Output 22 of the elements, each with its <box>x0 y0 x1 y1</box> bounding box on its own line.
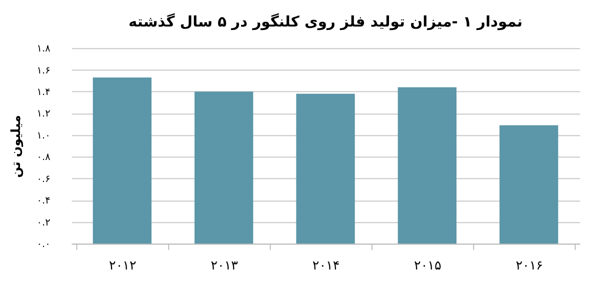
bar <box>194 92 254 244</box>
x-tick-label: ۲۰۱۲ <box>109 258 136 273</box>
y-tick-label: ۱.۰ <box>36 130 50 142</box>
x-tick-label: ۲۰۱۵ <box>414 258 442 273</box>
y-tick-label: ۰.۰ <box>36 239 50 250</box>
chart-title: نمودار ۱ -میزان تولید فلز روی کلنگور در ۵ سال گذشته <box>128 12 523 31</box>
y-tick-label: ۱.۲ <box>36 108 50 120</box>
bar <box>296 94 355 244</box>
y-tick-label: ۰.۸ <box>36 152 50 164</box>
bar <box>500 125 558 244</box>
y-tick-label: ۱.۴ <box>36 87 50 98</box>
y-axis-title: میلیون تن <box>8 114 24 178</box>
x-tick-label: ۲۰۱۴ <box>312 258 340 273</box>
y-tick-label: ۰.۴ <box>36 196 50 207</box>
bar <box>398 87 457 244</box>
y-tick-label: ۰.۶ <box>36 174 50 185</box>
x-tick-label: ۲۰۱۶ <box>516 258 543 273</box>
x-tick-label: ۲۰۱۳ <box>210 258 238 273</box>
y-tick-label: ۱.۸ <box>36 44 50 55</box>
bar <box>92 77 152 244</box>
y-tick-label: ۱.۶ <box>36 65 50 76</box>
y-tick-label: ۰.۲ <box>36 217 50 228</box>
